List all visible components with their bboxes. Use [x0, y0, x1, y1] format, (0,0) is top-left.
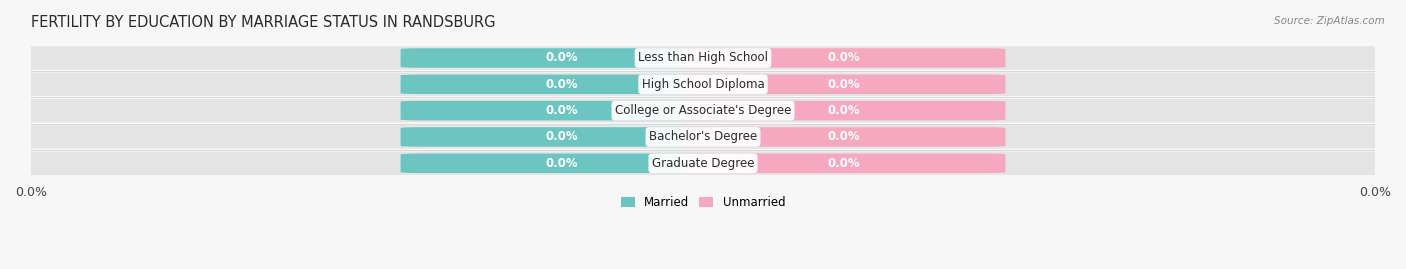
Text: 0.0%: 0.0%: [546, 157, 578, 170]
Text: 0.0%: 0.0%: [828, 78, 860, 91]
FancyBboxPatch shape: [683, 101, 1005, 120]
FancyBboxPatch shape: [1, 99, 1405, 122]
FancyBboxPatch shape: [401, 48, 723, 68]
Legend: Married, Unmarried: Married, Unmarried: [616, 191, 790, 214]
FancyBboxPatch shape: [401, 154, 723, 173]
FancyBboxPatch shape: [401, 75, 723, 94]
Text: 0.0%: 0.0%: [546, 104, 578, 117]
Text: 0.0%: 0.0%: [828, 130, 860, 143]
FancyBboxPatch shape: [683, 48, 1005, 68]
Text: High School Diploma: High School Diploma: [641, 78, 765, 91]
FancyBboxPatch shape: [1, 151, 1405, 175]
Text: 0.0%: 0.0%: [828, 157, 860, 170]
Text: 0.0%: 0.0%: [546, 130, 578, 143]
Text: Graduate Degree: Graduate Degree: [652, 157, 754, 170]
FancyBboxPatch shape: [1, 125, 1405, 149]
FancyBboxPatch shape: [401, 101, 723, 120]
Text: Bachelor's Degree: Bachelor's Degree: [650, 130, 756, 143]
FancyBboxPatch shape: [1, 46, 1405, 70]
FancyBboxPatch shape: [683, 154, 1005, 173]
Text: Source: ZipAtlas.com: Source: ZipAtlas.com: [1274, 16, 1385, 26]
FancyBboxPatch shape: [401, 127, 723, 147]
FancyBboxPatch shape: [683, 75, 1005, 94]
Text: Less than High School: Less than High School: [638, 51, 768, 65]
Text: 0.0%: 0.0%: [546, 78, 578, 91]
FancyBboxPatch shape: [683, 127, 1005, 147]
Text: 0.0%: 0.0%: [546, 51, 578, 65]
FancyBboxPatch shape: [1, 73, 1405, 96]
Text: 0.0%: 0.0%: [828, 104, 860, 117]
Text: 0.0%: 0.0%: [828, 51, 860, 65]
Text: College or Associate's Degree: College or Associate's Degree: [614, 104, 792, 117]
Text: FERTILITY BY EDUCATION BY MARRIAGE STATUS IN RANDSBURG: FERTILITY BY EDUCATION BY MARRIAGE STATU…: [31, 15, 495, 30]
